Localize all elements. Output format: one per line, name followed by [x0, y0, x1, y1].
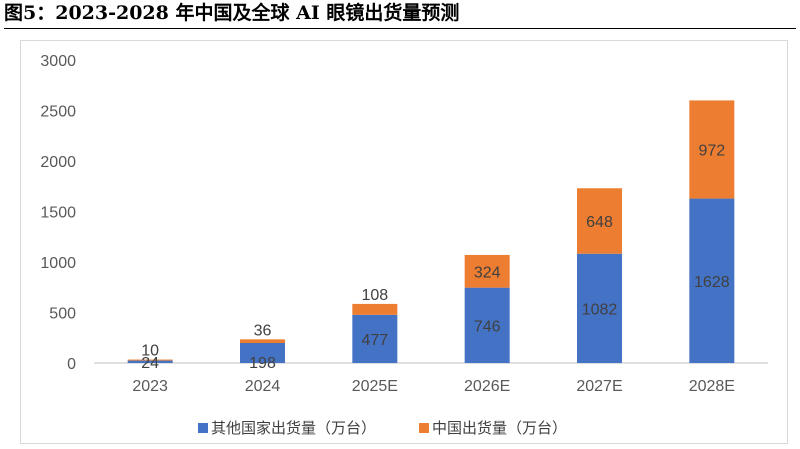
legend: 其他国家出货量（万台） 中国出货量（万台）: [198, 419, 567, 437]
legend-swatch: [419, 423, 429, 433]
data-label-other-countries-2027E: 1082: [582, 301, 618, 318]
bar-other-countries-2027E: [577, 253, 622, 363]
title-rule: [4, 28, 796, 29]
x-axis: 2023 2024 2025E 2026E 2027E 2028E: [132, 378, 735, 395]
bar-other-countries-2026E: [464, 287, 510, 363]
bar-other-countries-2025E: [352, 314, 398, 363]
data-label-other-countries-2024: 198: [249, 355, 276, 372]
bar-china-2028E: [689, 100, 735, 199]
x-tick-label: 2024: [245, 378, 281, 395]
chart-frame: [20, 40, 788, 444]
y-axis: 0 500 1000 1500 2000 2500 3000: [40, 53, 76, 373]
data-label-china-2028E: 972: [698, 142, 725, 159]
legend-swatch: [198, 423, 208, 433]
x-tick-label: 2023: [132, 378, 168, 395]
legend-label: 其他国家出货量（万台）: [211, 419, 376, 437]
data-label-china-2027E: 648: [586, 214, 613, 231]
data-label-china-2026E: 324: [474, 264, 501, 281]
x-tick-label: 2025E: [352, 378, 398, 395]
data-label-china-2024: 36: [254, 322, 272, 339]
bar-other-countries-2028E: [689, 198, 735, 363]
legend-label: 中国出货量（万台）: [432, 419, 567, 437]
bar-china-2026E: [464, 254, 510, 288]
bar-china-2027E: [577, 188, 622, 254]
bar-china-2023: [127, 359, 173, 361]
bar-other-countries-2024: [240, 343, 285, 363]
data-label-other-countries-2025E: 477: [361, 332, 388, 349]
y-tick-label: 3000: [40, 53, 76, 70]
data-label-other-countries-2026E: 746: [474, 318, 501, 335]
x-tick-label: 2026E: [464, 378, 510, 395]
data-label-china-2025E: 108: [361, 287, 388, 304]
x-tick-label: 2027E: [576, 378, 622, 395]
y-tick-label: 2000: [40, 154, 76, 171]
y-tick-label: 1500: [40, 205, 76, 222]
data-label-other-countries-2028E: 1628: [694, 274, 730, 291]
bar-china-2024: [240, 339, 285, 344]
bar-china-2025E: [352, 303, 398, 315]
bar-other-countries-2023: [127, 360, 173, 363]
data-label-china-2023: 10: [141, 343, 159, 360]
y-tick-label: 0: [67, 356, 76, 373]
y-tick-label: 1000: [40, 255, 76, 272]
figure-title: 图5：2023-2028 年中国及全球 AI 眼镜出货量预测: [4, 2, 460, 24]
y-tick-label: 2500: [40, 104, 76, 121]
x-tick-label: 2028E: [689, 378, 735, 395]
y-tick-label: 500: [49, 306, 76, 323]
data-label-other-countries-2023: 24: [141, 355, 159, 372]
